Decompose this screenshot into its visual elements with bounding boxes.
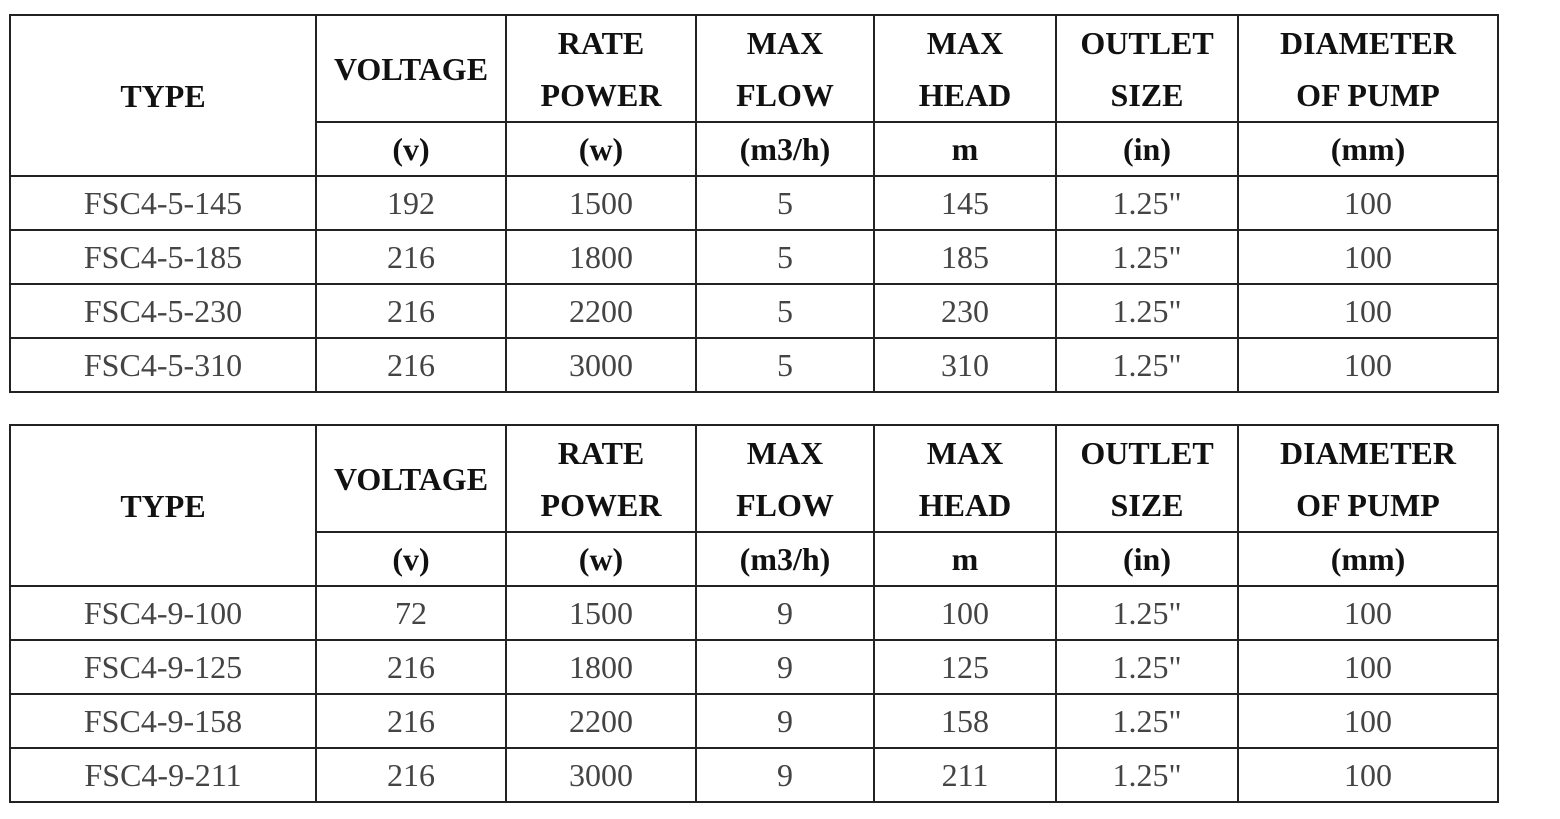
data-cell: 1.25" <box>1055 639 1239 695</box>
data-cell: 3000 <box>505 337 697 393</box>
data-cell: FSC4-5-185 <box>9 229 317 285</box>
data-cell: 1.25" <box>1055 747 1239 803</box>
data-cell: 100 <box>1237 639 1499 695</box>
data-cell: 100 <box>873 585 1057 641</box>
data-cell: 1500 <box>505 585 697 641</box>
data-cell: 1.25" <box>1055 585 1239 641</box>
unit-cell: (mm) <box>1237 121 1499 177</box>
data-cell: FSC4-9-158 <box>9 693 317 749</box>
data-cell: FSC4-9-100 <box>9 585 317 641</box>
unit-cell: (m3/h) <box>695 531 875 587</box>
spec-table: TYPE VOLTAGE RATE POWER MAX FLOW MAX HEAD OUT… <box>9 14 1499 393</box>
data-cell: 1500 <box>505 175 697 231</box>
data-cell: 5 <box>695 337 875 393</box>
data-cell: FSC4-5-310 <box>9 337 317 393</box>
data-cell: 100 <box>1237 585 1499 641</box>
data-cell: 216 <box>315 337 507 393</box>
data-row: FSC4-9-100 72 1500 9 100 1.25" 100 <box>9 585 1499 641</box>
data-cell: 1.25" <box>1055 229 1239 285</box>
data-cell: 1.25" <box>1055 693 1239 749</box>
data-cell: 1800 <box>505 639 697 695</box>
data-cell: 1800 <box>505 229 697 285</box>
data-cell: 100 <box>1237 337 1499 393</box>
header-cell: MAX FLOW <box>695 14 875 123</box>
unit-row: (v) (w) (m3/h) m (in) (mm) <box>10 121 1499 177</box>
data-cell: 1.25" <box>1055 283 1239 339</box>
data-cell: 230 <box>873 283 1057 339</box>
unit-cell: (mm) <box>1237 531 1499 587</box>
data-row: FSC4-5-310 216 3000 5 310 1.25" 100 <box>9 337 1499 393</box>
unit-cell: (in) <box>1055 121 1239 177</box>
unit-row: (v) (w) (m3/h) m (in) (mm) <box>10 531 1499 587</box>
data-cell: 5 <box>695 229 875 285</box>
data-cell: 1.25" <box>1055 175 1239 231</box>
header-row: TYPE VOLTAGE RATE POWER MAX FLOW MAX HEAD OUT… <box>9 424 1499 587</box>
unit-cell: m <box>873 531 1057 587</box>
unit-cell: (in) <box>1055 531 1239 587</box>
header-cell: MAX FLOW <box>695 424 875 533</box>
data-cell: 3000 <box>505 747 697 803</box>
unit-cell: (w) <box>505 531 697 587</box>
data-cell: 100 <box>1237 747 1499 803</box>
data-cell: 158 <box>873 693 1057 749</box>
header-cell: DIAMETER OF PUMP <box>1237 424 1499 533</box>
header-cell: OUTLET SIZE <box>1055 14 1239 123</box>
unit-cell: (w) <box>505 121 697 177</box>
data-cell: 192 <box>315 175 507 231</box>
data-cell: 9 <box>695 585 875 641</box>
data-cell: 72 <box>315 585 507 641</box>
data-cell: 145 <box>873 175 1057 231</box>
data-row: FSC4-9-158 216 2200 9 158 1.25" 100 <box>9 693 1499 749</box>
data-cell: 9 <box>695 747 875 803</box>
data-cell: 1.25" <box>1055 337 1239 393</box>
data-cell: 100 <box>1237 283 1499 339</box>
header-cell: TYPE <box>9 424 317 587</box>
data-cell: 9 <box>695 693 875 749</box>
unit-cell: m <box>873 121 1057 177</box>
header-cell: RATE POWER <box>505 14 697 123</box>
data-cell: 100 <box>1237 175 1499 231</box>
unit-cell: (m3/h) <box>695 121 875 177</box>
data-cell: 2200 <box>505 693 697 749</box>
data-cell: 125 <box>873 639 1057 695</box>
data-cell: 216 <box>315 229 507 285</box>
header-cell: RATE POWER <box>505 424 697 533</box>
data-cell: 5 <box>695 283 875 339</box>
data-cell: 2200 <box>505 283 697 339</box>
data-row: FSC4-9-211 216 3000 9 211 1.25" 100 <box>9 747 1499 803</box>
data-cell: FSC4-5-145 <box>9 175 317 231</box>
data-cell: 185 <box>873 229 1057 285</box>
header-cell: VOLTAGE <box>315 14 507 123</box>
unit-cell: (v) <box>315 531 507 587</box>
data-cell: 100 <box>1237 229 1499 285</box>
unit-cell: (v) <box>315 121 507 177</box>
data-row: FSC4-9-125 216 1800 9 125 1.25" 100 <box>9 639 1499 695</box>
data-row: FSC4-5-145 192 1500 5 145 1.25" 100 <box>9 175 1499 231</box>
data-cell: 216 <box>315 639 507 695</box>
data-cell: 5 <box>695 175 875 231</box>
data-cell: 100 <box>1237 693 1499 749</box>
data-cell: FSC4-9-125 <box>9 639 317 695</box>
data-cell: FSC4-5-230 <box>9 283 317 339</box>
data-row: FSC4-5-185 216 1800 5 185 1.25" 100 <box>9 229 1499 285</box>
header-row: TYPE VOLTAGE RATE POWER MAX FLOW MAX HEAD OUT… <box>9 14 1499 177</box>
data-row: FSC4-5-230 216 2200 5 230 1.25" 100 <box>9 283 1499 339</box>
header-cell: DIAMETER OF PUMP <box>1237 14 1499 123</box>
data-cell: 310 <box>873 337 1057 393</box>
data-cell: 211 <box>873 747 1057 803</box>
header-cell: OUTLET SIZE <box>1055 424 1239 533</box>
spec-table: TYPE VOLTAGE RATE POWER MAX FLOW MAX HEAD OUT… <box>9 424 1499 803</box>
header-cell: MAX HEAD <box>873 424 1057 533</box>
data-cell: FSC4-9-211 <box>9 747 317 803</box>
header-cell: TYPE <box>9 14 317 177</box>
data-cell: 9 <box>695 639 875 695</box>
header-cell: MAX HEAD <box>873 14 1057 123</box>
data-cell: 216 <box>315 693 507 749</box>
data-cell: 216 <box>315 747 507 803</box>
data-cell: 216 <box>315 283 507 339</box>
header-cell: VOLTAGE <box>315 424 507 533</box>
